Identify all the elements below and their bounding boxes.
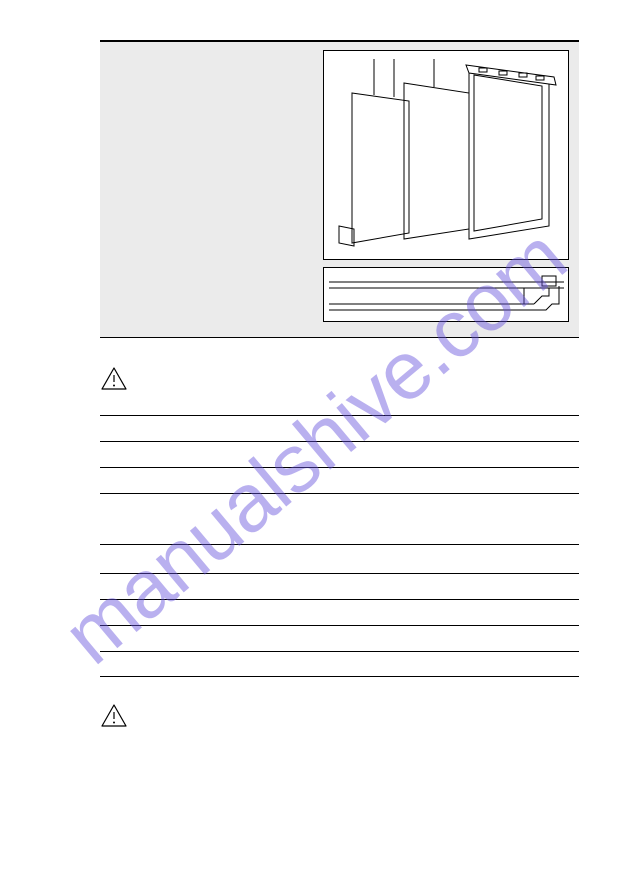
- table-row: [100, 599, 579, 625]
- table-row: [100, 625, 579, 651]
- warning-icon-bottom: [100, 703, 579, 734]
- table-row: [100, 651, 579, 677]
- figure-cross-section: [323, 267, 569, 322]
- instruction-panel: [100, 40, 579, 338]
- table-row: [100, 493, 579, 545]
- triangle-exclamation-icon: [100, 703, 128, 729]
- table-row: [100, 415, 579, 441]
- exploded-panel-svg: [324, 51, 570, 261]
- table-row: [100, 573, 579, 599]
- table-row: [100, 467, 579, 493]
- spec-table-2: [100, 573, 579, 677]
- triangle-exclamation-icon: [100, 366, 128, 392]
- spec-table-1: [100, 415, 579, 545]
- table-gap: [100, 545, 579, 573]
- rail-cross-section-svg: [324, 268, 570, 323]
- figure-exploded-view: [323, 50, 569, 260]
- warning-icon-top: [100, 366, 579, 397]
- table-row: [100, 441, 579, 467]
- page-content: [0, 0, 629, 764]
